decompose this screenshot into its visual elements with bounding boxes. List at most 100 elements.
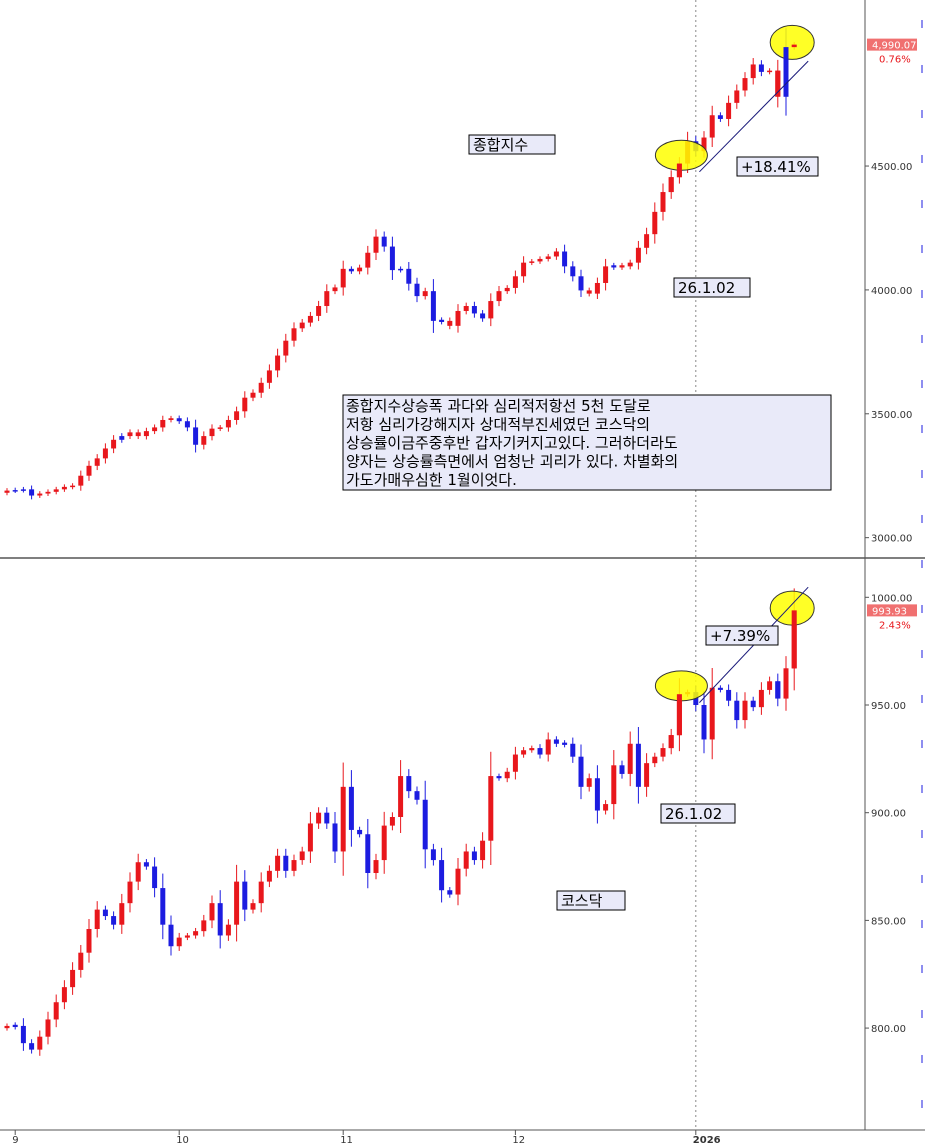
- candle: [201, 914, 207, 937]
- candle-body: [234, 411, 240, 420]
- candle: [45, 1011, 51, 1045]
- candle-body: [717, 115, 723, 119]
- candle: [168, 915, 174, 956]
- candle-body: [504, 771, 510, 779]
- gain-label: +7.39%: [705, 625, 779, 646]
- candle: [102, 905, 108, 921]
- candle: [4, 488, 10, 496]
- candle: [348, 266, 354, 274]
- candle-body: [414, 791, 420, 800]
- candle: [471, 846, 477, 865]
- x-tick-label: 12: [512, 1135, 525, 1146]
- candle: [603, 800, 609, 815]
- candle-body: [570, 743, 576, 757]
- candle-body: [430, 291, 436, 321]
- candle-body: [225, 924, 231, 936]
- candle-body: [471, 306, 477, 314]
- candle-body: [644, 234, 650, 248]
- candle-body: [660, 192, 666, 212]
- date-label-text: 26.1.02: [665, 805, 722, 823]
- candle-body: [578, 276, 584, 291]
- candle: [463, 302, 469, 315]
- candle: [447, 887, 453, 898]
- y-tick-label: 900.00: [871, 809, 906, 820]
- candle: [422, 780, 428, 869]
- candle: [488, 293, 494, 327]
- candle: [652, 752, 658, 768]
- candle: [324, 807, 330, 829]
- candle-body: [61, 486, 67, 490]
- candle-body: [20, 489, 26, 491]
- candle-body: [734, 90, 740, 103]
- candle-body: [504, 287, 510, 292]
- candle: [496, 286, 502, 307]
- candle: [611, 262, 617, 270]
- candle: [447, 317, 453, 330]
- candle-body: [422, 799, 428, 850]
- candle-body: [332, 823, 338, 852]
- candle: [562, 740, 568, 748]
- candle: [242, 391, 248, 418]
- candle: [644, 227, 650, 255]
- candle: [258, 872, 264, 913]
- candle-body: [553, 739, 559, 744]
- candle: [381, 811, 387, 874]
- kosdaq-panel: [4, 588, 797, 1056]
- candle: [529, 258, 535, 266]
- candle-body: [373, 860, 379, 873]
- candle-body: [266, 370, 272, 383]
- candle: [603, 258, 609, 291]
- candle: [143, 427, 149, 440]
- candle: [480, 310, 486, 322]
- candle: [37, 1030, 43, 1056]
- candle-body: [357, 267, 363, 272]
- candle-body: [86, 465, 92, 476]
- candle-body: [398, 268, 404, 271]
- candle: [521, 747, 527, 758]
- kosdaq-annotations: +7.39% 26.1.02 코스닥: [556, 586, 815, 911]
- candle-body: [37, 493, 43, 496]
- candle: [734, 692, 740, 729]
- candle: [742, 72, 748, 97]
- candle: [619, 262, 625, 270]
- candle-body: [70, 485, 76, 488]
- candle-body-highlighted: [668, 735, 674, 749]
- candle-body: [119, 436, 125, 440]
- candle-body: [111, 439, 117, 449]
- candle: [291, 854, 297, 877]
- candle-body: [767, 70, 773, 73]
- candle: [734, 84, 740, 109]
- candle-body: [242, 397, 248, 412]
- candle: [193, 419, 199, 453]
- candle: [545, 732, 551, 762]
- candle-body: [619, 765, 625, 774]
- candle: [414, 277, 420, 303]
- candle: [94, 901, 100, 938]
- candle-body: [758, 689, 764, 708]
- candle-body: [742, 700, 748, 721]
- candle: [635, 240, 641, 270]
- candle: [373, 853, 379, 880]
- candle: [357, 264, 363, 275]
- series-label: 종합지수: [468, 134, 556, 155]
- candle-body: [234, 881, 240, 925]
- candle-body: [603, 804, 609, 811]
- candle: [373, 229, 379, 261]
- change-pct-label: 2.43%: [879, 620, 911, 631]
- candle-body: [143, 862, 149, 867]
- candle-body: [143, 431, 149, 437]
- candle: [504, 767, 510, 783]
- y-tick-label: 800.00: [871, 1024, 906, 1035]
- candle-body: [635, 247, 641, 263]
- candle: [258, 377, 264, 398]
- candle: [586, 287, 592, 297]
- candle-body: [570, 266, 576, 277]
- candle: [562, 244, 568, 274]
- candle: [767, 676, 773, 695]
- candle-body: [488, 776, 494, 841]
- candle-body: [160, 888, 166, 925]
- y-tick-label: 3000.00: [871, 534, 912, 545]
- candle: [726, 684, 732, 707]
- candle-body: [389, 246, 395, 271]
